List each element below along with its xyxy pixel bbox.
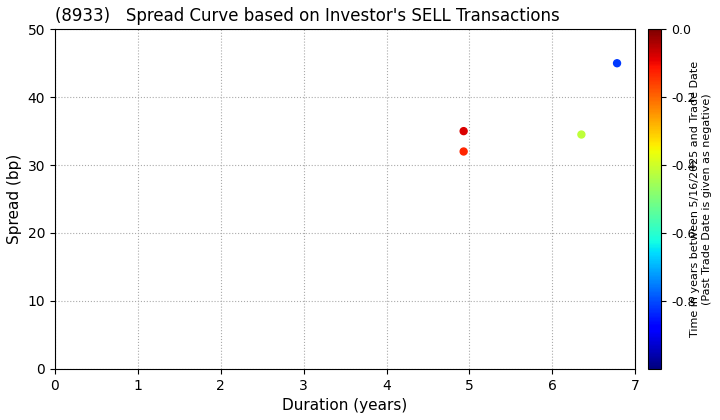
X-axis label: Duration (years): Duration (years): [282, 398, 408, 413]
Point: [575, 131, 587, 138]
Point: [611, 60, 623, 67]
Y-axis label: Time in years between 5/16/2025 and Trade Date
(Past Trade Date is given as nega: Time in years between 5/16/2025 and Trad…: [690, 61, 712, 337]
Y-axis label: Spread (bp): Spread (bp): [7, 154, 22, 244]
Point: [458, 128, 469, 134]
Text: (8933)   Spread Curve based on Investor's SELL Transactions: (8933) Spread Curve based on Investor's …: [55, 7, 559, 25]
Point: [458, 148, 469, 155]
